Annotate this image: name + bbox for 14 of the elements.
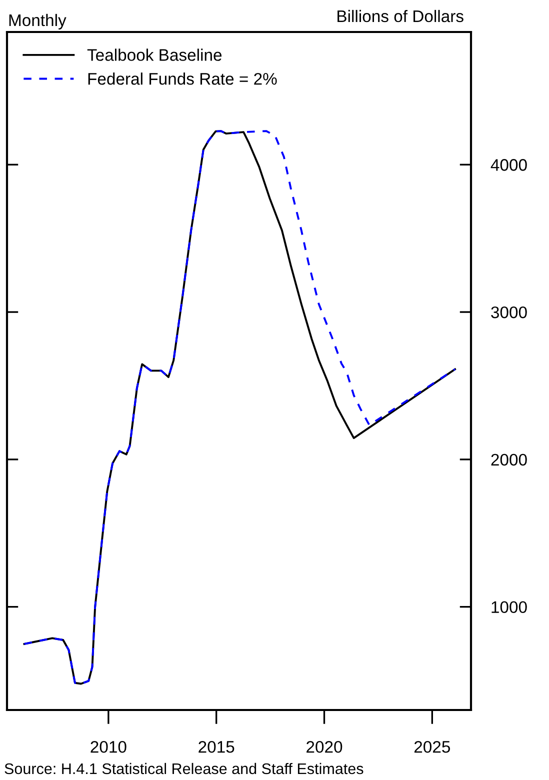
y-tick-label: 2000	[491, 454, 527, 466]
x-tick-label: 2015	[198, 740, 234, 753]
x-tick-label: 2025	[414, 740, 450, 753]
y-tick-label: 3000	[491, 306, 527, 318]
y-tick-label: 4000	[490, 159, 527, 171]
line-series	[23, 130, 456, 685]
y-tick-label: 1000	[492, 601, 527, 614]
legend-label: Federal Funds Rate = 2%	[88, 72, 277, 85]
legend-label: Tealbook Baseline	[87, 48, 222, 61]
text: Billions of Dollars	[338, 10, 464, 22]
x-tick-label: 2010	[90, 740, 126, 753]
source-note: Source: H.4.1 Statistical Release and Staff Estimates	[4, 762, 364, 774]
x-tick-label: 2020	[306, 740, 342, 753]
text: Monthly	[9, 14, 66, 30]
